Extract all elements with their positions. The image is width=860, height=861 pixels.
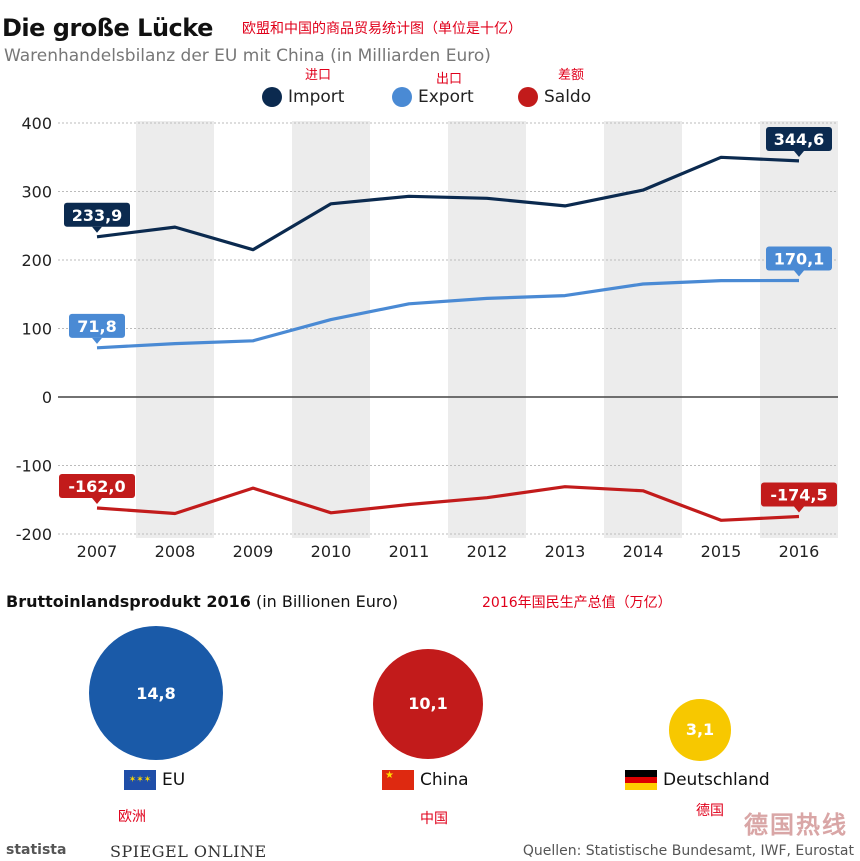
data-label-saldo-end: -174,5: [761, 482, 837, 513]
legend-import-translation: 进口: [305, 68, 332, 83]
legend-export-translation: 出口: [436, 72, 463, 87]
data-label-import-start: 233,9: [64, 202, 130, 233]
spiegel-online-logo[interactable]: SPIEGEL ONLINE: [110, 842, 267, 861]
svg-text:170,1: 170,1: [774, 249, 825, 268]
series-line-export: [96, 278, 800, 350]
legend-item-saldo[interactable]: Saldo: [518, 85, 591, 109]
china-flag-icon: ★: [382, 770, 414, 790]
svg-text:71,8: 71,8: [77, 317, 116, 336]
sources-note: Quellen: Statistische Bundesamt, IWF, Eu…: [522, 843, 854, 859]
legend-label-import: Import: [288, 87, 345, 107]
y-tick-label: 0: [42, 388, 52, 407]
legend-item-export[interactable]: Export: [392, 85, 474, 109]
x-tick-label: 2014: [623, 542, 664, 561]
svg-text:233,9: 233,9: [72, 206, 123, 225]
legend-saldo-translation: 差额: [558, 68, 585, 83]
country-deutschland-translation: 德国: [696, 803, 724, 819]
x-tick-label: 2015: [701, 542, 742, 561]
y-tick-label: 300: [21, 183, 52, 202]
x-tick-label: 2011: [389, 542, 430, 561]
chart-title-translation: 欧盟和中国的商品贸易统计图（单位是十亿）: [242, 21, 522, 37]
year-band: [292, 121, 370, 538]
legend-label-saldo: Saldo: [544, 87, 592, 107]
data-label-export-start: 71,8: [69, 313, 125, 344]
chart-subtitle: Warenhandelsbilanz der EU mit China (in …: [4, 46, 491, 66]
country-eu: ✶✶✶ EU: [124, 770, 185, 790]
x-tick-label: 2016: [779, 542, 820, 561]
data-label-export-end: 170,1: [766, 246, 832, 277]
germany-flag-icon: [625, 770, 657, 790]
country-china: ★ China: [382, 770, 469, 790]
legend-dot-saldo: [518, 87, 538, 107]
x-tick-label: 2013: [545, 542, 586, 561]
y-tick-label: -200: [16, 525, 52, 544]
svg-text:-174,5: -174,5: [770, 486, 827, 505]
country-eu-translation: 欧洲: [118, 809, 146, 825]
y-tick-label: -100: [16, 457, 52, 476]
y-tick-label: 200: [21, 251, 52, 270]
y-tick-label: 100: [21, 320, 52, 339]
x-tick-label: 2010: [311, 542, 352, 561]
x-tick-label: 2009: [233, 542, 274, 561]
data-label-saldo-start: -162,0: [59, 473, 135, 504]
svg-text:344,6: 344,6: [774, 130, 825, 149]
year-band: [760, 121, 838, 538]
gdp-bubble-china: 10,1: [372, 648, 484, 760]
country-deutschland: Deutschland: [625, 770, 770, 790]
legend-dot-export: [392, 87, 412, 107]
country-china-translation: 中国: [420, 811, 448, 827]
statista-logo[interactable]: statista: [6, 842, 67, 858]
gdp-title: Bruttoinlandsprodukt 2016 (in Billionen …: [6, 592, 399, 611]
x-tick-label: 2007: [77, 542, 118, 561]
chart-title: Die große Lücke: [2, 14, 213, 42]
year-band: [604, 121, 682, 538]
svg-text:-162,0: -162,0: [68, 477, 125, 496]
y-tick-label: 400: [21, 114, 52, 133]
gdp-bubble-deutschland: 3,1: [669, 699, 731, 761]
gdp-title-translation: 2016年国民生产总值（万亿）: [482, 595, 672, 611]
legend-label-export: Export: [418, 87, 474, 107]
watermark-logo: 德国热线: [744, 811, 848, 839]
x-tick-label: 2012: [467, 542, 508, 561]
gdp-bubble-eu: 14,8: [89, 626, 223, 760]
series-line-saldo: [96, 485, 800, 522]
legend-item-import[interactable]: Import: [262, 85, 344, 109]
legend-dot-import: [262, 87, 282, 107]
x-tick-label: 2008: [155, 542, 196, 561]
data-label-import-end: 344,6: [766, 126, 832, 157]
year-band: [136, 121, 214, 538]
year-band: [448, 121, 526, 538]
trade-balance-chart: 400 300 200 100 0 -100 -200 2007 2008 2009 2010 201…: [16, 114, 838, 561]
eu-flag-icon: ✶✶✶: [124, 770, 156, 790]
series-line-import: [96, 155, 800, 252]
